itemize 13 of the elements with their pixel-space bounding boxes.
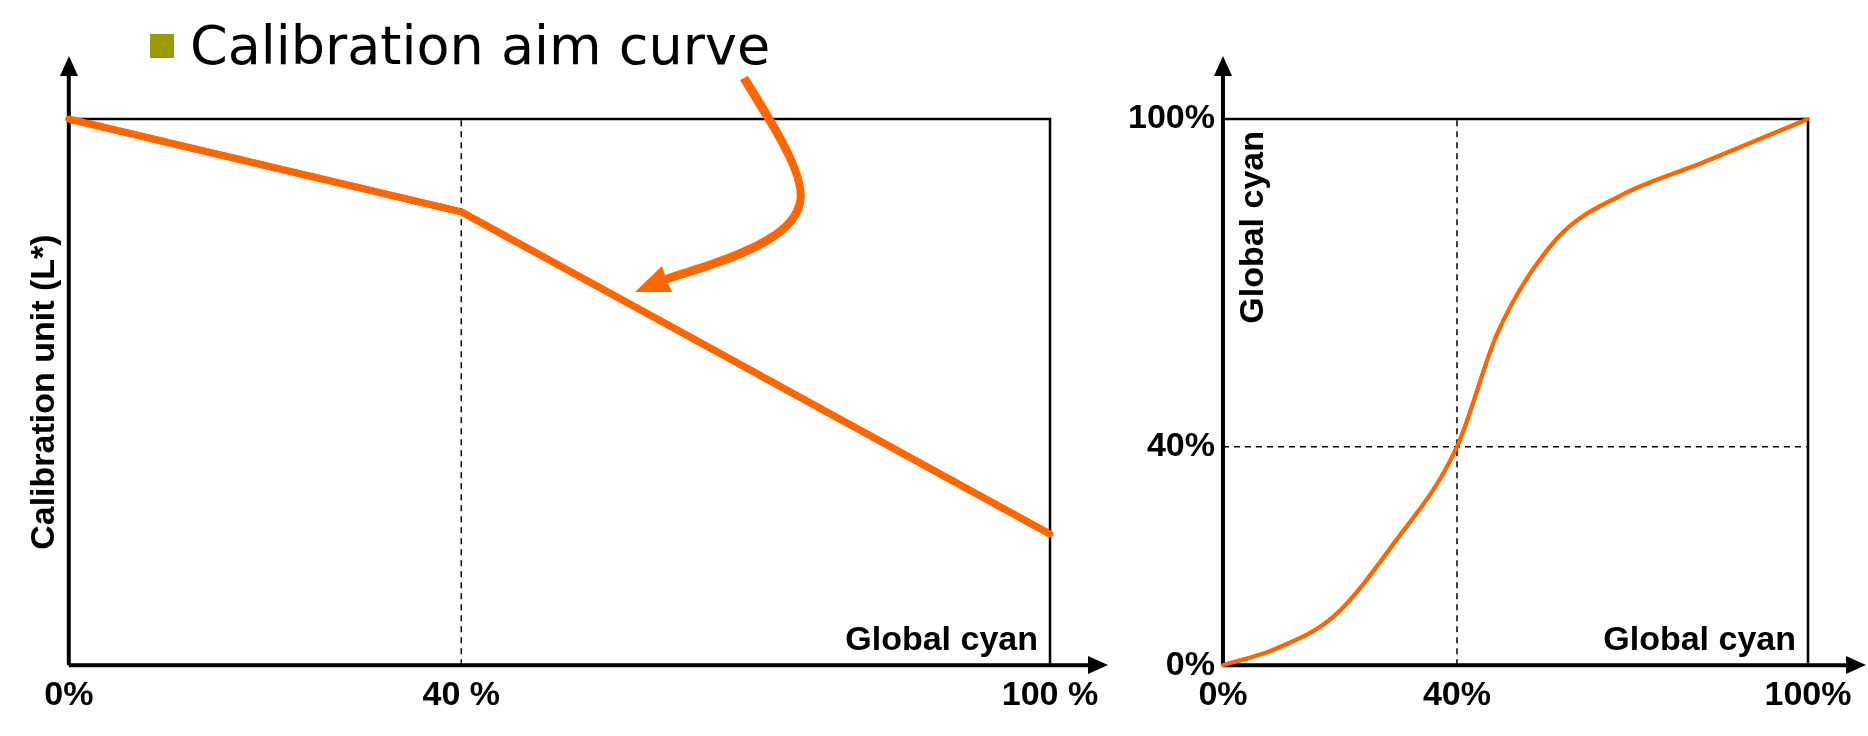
y-tick-label: 100% — [1127, 97, 1215, 136]
y-axis-title: Global cyan — [1232, 131, 1271, 324]
x-tick-label: 100 % — [1001, 673, 1099, 712]
y-tick-label: 0% — [1165, 643, 1215, 682]
y-tick-label: 40% — [1146, 425, 1215, 464]
x-tick-label: 40% — [1422, 673, 1492, 712]
x-axis-title: Global cyan — [1603, 618, 1796, 657]
y-axis-title: Calibration unit (L*) — [22, 234, 61, 550]
x-tick-label: 100% — [1764, 673, 1852, 712]
chart-title: Calibration aim curve — [190, 14, 771, 78]
x-axis-title: Global cyan — [845, 618, 1038, 657]
x-tick-label: 40 % — [422, 673, 501, 712]
x-tick-label: 0% — [44, 673, 94, 712]
